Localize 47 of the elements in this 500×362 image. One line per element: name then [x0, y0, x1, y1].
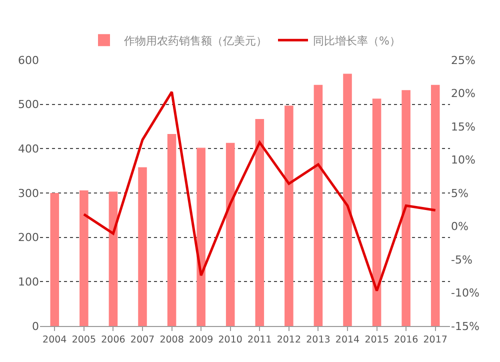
x-tick-label: 2014 [335, 334, 360, 346]
bar [402, 90, 410, 326]
legend-label: 同比增长率（%） [313, 34, 400, 48]
y2-tick-label: -15% [451, 320, 480, 333]
bar [167, 134, 176, 326]
bar [80, 190, 88, 326]
x-tick-label: 2011 [248, 334, 272, 346]
x-tick-label: 2005 [72, 334, 96, 346]
y2-tick-label: 5% [451, 186, 468, 200]
bar [255, 118, 264, 326]
x-tick-label: 2010 [218, 334, 242, 346]
x-tick-label: 2006 [101, 334, 126, 346]
x-tick-label: 2007 [130, 334, 155, 346]
y2-tick-label: -10% [451, 286, 480, 300]
x-tick-label: 2013 [306, 334, 330, 346]
bar [430, 84, 440, 326]
bar [372, 98, 382, 326]
x-tick-label: 2009 [188, 334, 214, 346]
y-tick-label: 400 [18, 142, 39, 156]
x-tick-label: 2017 [423, 334, 448, 346]
y-tick-label: 500 [18, 98, 39, 112]
x-tick-label: 2004 [42, 334, 67, 346]
bar [138, 167, 147, 326]
bar [343, 74, 352, 326]
y-tick-label: 600 [18, 54, 39, 67]
bar [284, 106, 294, 326]
y2-tick-label: -5% [451, 253, 472, 266]
y-tick-label: 100 [18, 276, 39, 289]
y-tick-label: 200 [18, 231, 39, 244]
bar [108, 192, 118, 326]
x-tick-label: 2015 [364, 334, 389, 346]
bar [314, 84, 323, 326]
y2-tick-label: 0% [451, 220, 468, 234]
y2-tick-label: 20% [451, 87, 476, 100]
bar [50, 193, 60, 326]
line-series [82, 90, 437, 292]
x-tick-label: 2016 [394, 334, 418, 346]
bar [196, 148, 206, 326]
x-tick-label: 2008 [160, 334, 184, 346]
x-tick-label: 2012 [276, 334, 302, 346]
y-tick-label: 0 [32, 320, 39, 333]
y2-tick-label: 15% [451, 120, 476, 134]
legend-label: 作物用农药销售额（亿美元） [123, 34, 267, 48]
y2-tick-label: 10% [451, 154, 476, 167]
y2-tick-label: 25% [451, 54, 476, 67]
bar [226, 142, 235, 326]
y-tick-label: 300 [18, 186, 39, 200]
